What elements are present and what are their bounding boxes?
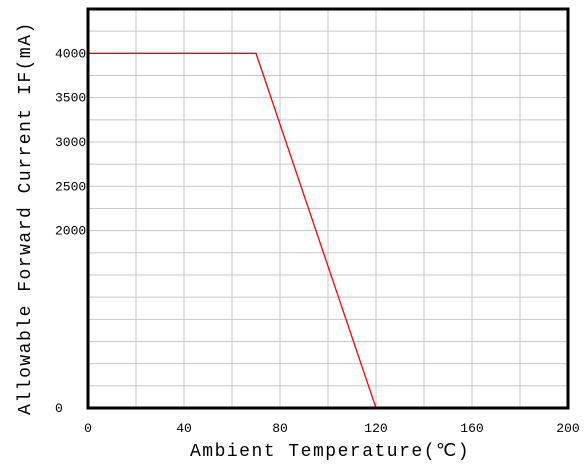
x-tick-label: 80 bbox=[272, 421, 288, 436]
x-tick-label: 40 bbox=[176, 421, 192, 436]
y-tick-label: 4000 bbox=[55, 46, 86, 61]
series-layer bbox=[88, 52, 377, 409]
x-tick-labels: 0 40 80 120 160 200 bbox=[84, 421, 580, 436]
x-tick-label: 120 bbox=[364, 421, 387, 436]
plot-frame bbox=[86, 7, 570, 410]
x-axis-title: Ambient Temperature(℃) bbox=[190, 442, 470, 462]
y-tick-labels: 0 2000 2500 3000 3500 4000 bbox=[55, 46, 86, 416]
x-tick-label: 0 bbox=[84, 421, 92, 436]
y-axis-title: Allowable Forward Current IF(mA) bbox=[16, 21, 36, 415]
x-tick-label: 200 bbox=[556, 421, 579, 436]
y-tick-label: 0 bbox=[55, 401, 63, 416]
y-tick-label: 3000 bbox=[55, 135, 86, 150]
series-line bbox=[88, 52, 377, 409]
grid-lines bbox=[88, 9, 568, 408]
x-tick-label: 160 bbox=[460, 421, 483, 436]
y-tick-label: 3500 bbox=[55, 91, 86, 106]
y-tick-label: 2500 bbox=[55, 179, 86, 194]
y-tick-label: 2000 bbox=[55, 224, 86, 239]
